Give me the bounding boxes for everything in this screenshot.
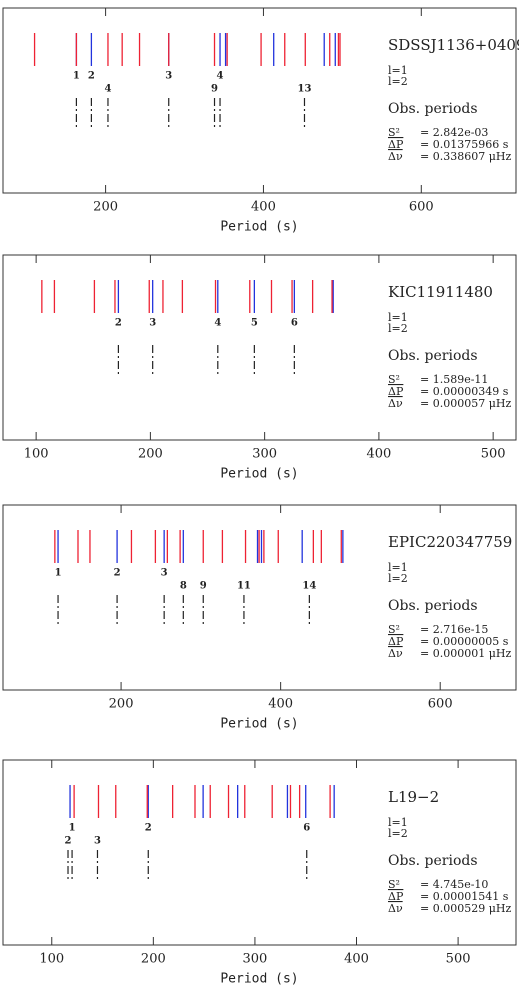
- star-name: KIC11911480: [388, 283, 493, 301]
- stat-value: = 0.000529 μHz: [420, 902, 511, 915]
- mode-label: 2: [114, 568, 121, 579]
- mode-label: 4: [214, 318, 221, 329]
- mode-label: 2: [65, 836, 72, 847]
- stat-label: ΔP: [388, 635, 404, 648]
- mode-label: 3: [149, 318, 156, 329]
- x-tick-label: 600: [409, 200, 434, 215]
- x-axis-label: Period (s): [220, 467, 298, 482]
- obs-label: Obs. periods: [388, 348, 478, 364]
- mode-label: 2: [145, 823, 152, 834]
- legend-label: l=2: [388, 322, 408, 335]
- stat-label: ΔP: [388, 138, 404, 151]
- mode-label: 3: [165, 71, 172, 82]
- mode-label: 3: [94, 836, 101, 847]
- mode-label: 2: [88, 71, 95, 82]
- x-tick-label: 600: [428, 697, 453, 712]
- mode-label: 3: [161, 568, 168, 579]
- stat-label: ΔP: [388, 385, 404, 398]
- legend-label: l=1: [388, 816, 408, 829]
- mode-label: 9: [200, 581, 207, 592]
- mode-label: 5: [251, 318, 258, 329]
- star-name: L19−2: [388, 788, 439, 806]
- x-tick-label: 200: [93, 200, 118, 215]
- x-tick-label: 200: [109, 697, 134, 712]
- legend-label: l=1: [388, 64, 408, 77]
- stat-label: S²: [388, 878, 400, 891]
- stat-label: S²: [388, 126, 400, 139]
- mode-label: 4: [104, 84, 111, 95]
- stat-label: ΔP: [388, 890, 404, 903]
- plot-frame: [2, 7, 517, 194]
- x-tick-label: 500: [446, 952, 471, 967]
- stat-value: = 0.01375966 s: [420, 138, 509, 151]
- x-tick-label: 300: [243, 952, 268, 967]
- obs-label: Obs. periods: [388, 101, 478, 117]
- obs-label: Obs. periods: [388, 598, 478, 614]
- mode-label: 14: [302, 581, 316, 592]
- x-tick-label: 100: [39, 952, 64, 967]
- stat-label: S²: [388, 373, 400, 386]
- stat-value: = 0.000001 μHz: [420, 647, 511, 660]
- plot-frame: [2, 759, 517, 946]
- plot-frame: [2, 504, 517, 691]
- legend-label: l=2: [388, 827, 408, 840]
- legend-label: l=1: [388, 561, 408, 574]
- stat-label: Δν: [388, 397, 403, 410]
- x-tick-label: 400: [366, 447, 391, 462]
- legend-label: l=2: [388, 75, 408, 88]
- mode-label: 6: [291, 318, 298, 329]
- mode-label: 2: [115, 318, 122, 329]
- x-tick-label: 400: [251, 200, 276, 215]
- legend-label: l=1: [388, 311, 408, 324]
- x-axis-label: Period (s): [220, 220, 298, 235]
- mode-label: 6: [303, 823, 310, 834]
- stat-value: = 1.589e-11: [420, 373, 488, 386]
- plot-frame: [2, 254, 517, 441]
- mode-label: 11: [237, 581, 251, 592]
- stat-label: Δν: [388, 647, 403, 660]
- x-tick-label: 100: [24, 447, 49, 462]
- stat-value: = 0.00000349 s: [420, 385, 509, 398]
- x-tick-label: 500: [481, 447, 506, 462]
- stat-value: = 0.000057 μHz: [420, 397, 511, 410]
- mode-label: 4: [217, 71, 224, 82]
- mode-label: 13: [298, 84, 312, 95]
- stat-value: = 0.00000005 s: [420, 635, 509, 648]
- legend-label: l=2: [388, 572, 408, 585]
- star-name: SDSSJ1136+0409: [388, 36, 519, 54]
- x-tick-label: 200: [141, 952, 166, 967]
- x-tick-label: 400: [344, 952, 369, 967]
- obs-label: Obs. periods: [388, 853, 478, 869]
- x-axis-label: Period (s): [220, 717, 298, 732]
- mode-label: 8: [180, 581, 187, 592]
- star-name: EPIC220347759: [388, 533, 512, 551]
- x-tick-label: 200: [138, 447, 163, 462]
- stat-value: = 0.00001541 s: [420, 890, 509, 903]
- stat-value: = 2.842e-03: [420, 126, 488, 139]
- mode-label: 9: [211, 84, 218, 95]
- stat-value: = 2.716e-15: [420, 623, 488, 636]
- stat-label: Δν: [388, 902, 403, 915]
- stat-label: S²: [388, 623, 400, 636]
- x-tick-label: 300: [252, 447, 277, 462]
- mode-label: 1: [73, 71, 80, 82]
- x-tick-label: 400: [268, 697, 293, 712]
- stat-value: = 4.745e-10: [420, 878, 488, 891]
- stat-label: Δν: [388, 150, 403, 163]
- mode-label: 1: [55, 568, 62, 579]
- mode-label: 1: [69, 823, 76, 834]
- stat-value: = 0.338607 μHz: [420, 150, 511, 163]
- x-axis-label: Period (s): [220, 972, 298, 987]
